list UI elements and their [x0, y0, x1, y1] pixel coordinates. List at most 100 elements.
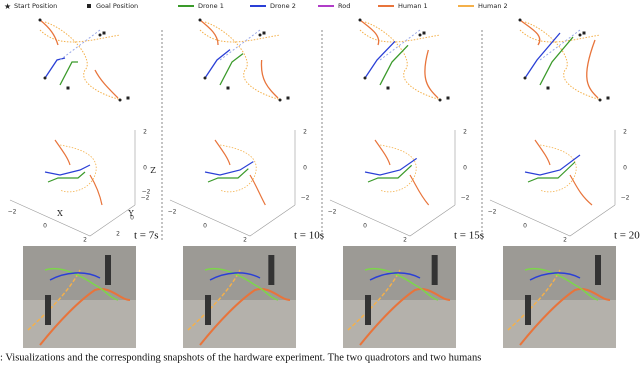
axis-3d — [9, 130, 136, 237]
goal-marker — [126, 96, 130, 100]
drone-2-3d — [524, 154, 581, 176]
z-tick-label: −2 — [461, 195, 470, 202]
photo-human-2 — [27, 269, 81, 331]
drone-1-traj — [59, 61, 78, 86]
start-marker — [258, 33, 262, 37]
time-label: t = 7s — [134, 230, 159, 242]
drone-1-traj — [539, 36, 574, 86]
start-marker — [278, 98, 282, 102]
start-marker — [523, 76, 527, 80]
human-2-3d — [219, 144, 257, 193]
legend-label: Rod — [338, 2, 350, 10]
panel: −2 0 2 2 0 −2 t = 20s — [488, 18, 640, 348]
human-2-traj — [359, 21, 443, 101]
person — [431, 255, 438, 285]
person — [205, 295, 211, 325]
person — [45, 295, 51, 325]
photo-human-1 — [359, 287, 451, 346]
human-2-traj — [39, 21, 123, 101]
photo-drone-1 — [524, 268, 599, 301]
photo-drone-1 — [44, 268, 119, 301]
legend-label: Human 2 — [478, 2, 508, 10]
start-marker — [203, 76, 207, 80]
photo-human-2 — [187, 269, 241, 331]
start-marker — [418, 33, 422, 37]
x-tick-label: −2 — [8, 209, 17, 216]
drone-2-traj — [364, 40, 396, 79]
z-tick-label: 0 — [463, 165, 467, 172]
x-tick-label: 0 — [523, 223, 527, 230]
goal-marker — [66, 86, 70, 90]
start-marker — [38, 18, 42, 22]
photo-floor — [183, 300, 296, 348]
z-tick-label: 0 — [303, 165, 307, 172]
caption: : Visualizations and the corresponding s… — [0, 352, 481, 363]
human-2-3d — [539, 144, 577, 193]
photo-floor — [503, 300, 616, 348]
person — [105, 255, 111, 285]
x-tick-label: 0 — [363, 223, 367, 230]
goal-marker — [546, 86, 550, 90]
goal-marker — [102, 31, 106, 35]
drone-2-3d — [364, 157, 418, 176]
x-tick-label: 0 — [43, 223, 47, 230]
legend-label: Start Position — [14, 2, 57, 10]
goal-marker — [446, 96, 450, 100]
legend-star: ★ — [4, 2, 11, 11]
person — [268, 255, 275, 285]
z-tick-label: −2 — [301, 195, 310, 202]
plan — [539, 29, 581, 61]
photo-floor — [343, 300, 456, 348]
x-tick-label: −2 — [328, 209, 337, 216]
photo-drone-2 — [49, 272, 101, 281]
human-1-traj — [519, 19, 599, 99]
goal-marker — [386, 86, 390, 90]
z-tick-label: 2 — [463, 129, 467, 136]
person — [525, 295, 531, 325]
plan — [219, 29, 261, 61]
goal-marker — [226, 86, 230, 90]
human-2-3d — [59, 144, 97, 193]
y-tick-label: 0 — [130, 215, 134, 222]
start-marker — [578, 33, 582, 37]
photo-drone-2 — [369, 272, 421, 281]
x-tick-label: 2 — [243, 237, 247, 244]
drone-2-traj — [204, 49, 231, 79]
x-tick-label: −2 — [488, 209, 497, 216]
goal-marker — [606, 96, 610, 100]
legend-label: Human 1 — [398, 2, 428, 10]
human-1-3d — [374, 139, 430, 206]
person — [595, 255, 601, 285]
drone-2-traj — [524, 32, 561, 79]
time-label: t = 20s — [614, 230, 640, 242]
axis-3d — [329, 130, 456, 237]
panel: −2 0 2 2 0 −2 t = 10s — [168, 18, 324, 348]
drone-1-3d — [367, 164, 413, 183]
z-tick-label: 2 — [623, 129, 627, 136]
photo-human-1 — [519, 287, 611, 346]
drone-1-3d — [207, 168, 249, 183]
person — [365, 295, 371, 325]
drone-2-3d — [44, 164, 91, 176]
start-marker — [363, 76, 367, 80]
time-label: t = 15s — [454, 230, 484, 242]
plan — [379, 29, 421, 61]
photo-drone-2 — [209, 272, 261, 281]
start-marker — [198, 18, 202, 22]
human-1-3d — [534, 139, 593, 206]
goal-marker — [286, 96, 290, 100]
legend-label: Goal Position — [96, 2, 138, 10]
human-1-3d — [54, 139, 103, 206]
photo-human-2 — [507, 269, 561, 331]
legend-label: Drone 1 — [198, 2, 224, 10]
goal-marker — [422, 31, 426, 35]
plan — [59, 29, 101, 61]
legend-square — [87, 4, 91, 8]
goal-marker — [262, 31, 266, 35]
start-marker — [43, 76, 47, 80]
x-tick-label: 0 — [203, 223, 207, 230]
panel: −2 0 2 2 0 −2 t = 15s — [328, 18, 484, 348]
x-tick-label: 2 — [563, 237, 567, 244]
